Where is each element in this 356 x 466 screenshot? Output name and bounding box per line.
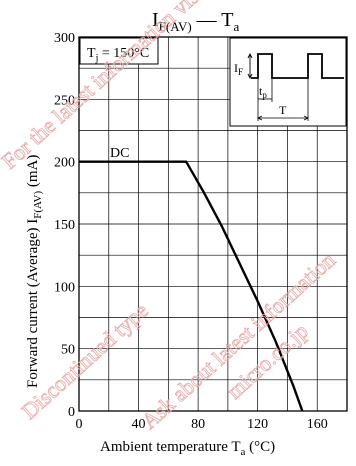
t-arrow-head-right bbox=[303, 115, 309, 121]
t-arrow-head-left bbox=[257, 115, 263, 121]
watermark-text: Ask about latest information bbox=[137, 247, 340, 434]
inset-tp-label: tp bbox=[259, 84, 267, 100]
x-tick-labels: 0 40 80 120 160 bbox=[76, 417, 328, 432]
x-tick-label: 0 bbox=[76, 417, 83, 432]
if-arrow-head-bottom bbox=[247, 73, 253, 80]
condition-box bbox=[79, 37, 159, 65]
condition-label: Tj = 150°C bbox=[87, 46, 149, 64]
x-tick-label: 80 bbox=[191, 417, 205, 432]
pulse-inset: IF tp T bbox=[229, 37, 347, 127]
inset-t-label: T bbox=[279, 103, 287, 117]
y-tick-labels: 0 50 100 150 200 250 300 bbox=[54, 31, 75, 420]
y-tick-label: 0 bbox=[68, 405, 75, 420]
y-tick-label: 150 bbox=[54, 218, 75, 233]
series-dc-label: DC bbox=[110, 146, 129, 161]
y-tick-label: 300 bbox=[54, 31, 75, 46]
if-arrow-head-top bbox=[247, 52, 253, 59]
x-axis-label: Ambient temperature Ta (°C) bbox=[100, 439, 275, 458]
inset-if-label: IF bbox=[234, 61, 243, 77]
series-dc-line bbox=[79, 160, 304, 412]
plot-frame bbox=[78, 36, 348, 412]
y-tick-label: 50 bbox=[61, 343, 75, 358]
chart-title: IF(AV) — Ta bbox=[152, 9, 240, 34]
y-axis-label: Forward current (Average) IF(AV) (mA) bbox=[25, 155, 44, 388]
inset-box bbox=[229, 37, 347, 127]
y-tick-label: 100 bbox=[54, 280, 75, 295]
x-tick-label: 40 bbox=[132, 417, 146, 432]
y-tick-label: 200 bbox=[54, 156, 75, 171]
pulse-waveform bbox=[251, 53, 344, 79]
x-tick-label: 160 bbox=[307, 417, 328, 432]
x-tick-label: 120 bbox=[247, 417, 268, 432]
y-tick-label: 250 bbox=[54, 93, 75, 108]
